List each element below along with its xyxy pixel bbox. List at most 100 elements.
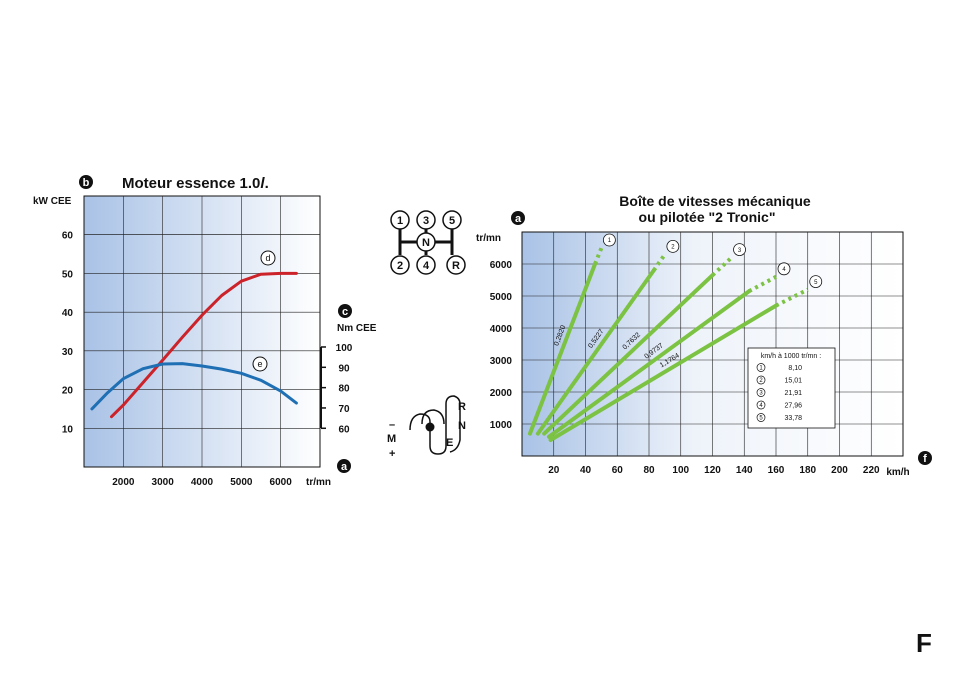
tronic-m: M — [387, 433, 396, 445]
engine-x-tick: 5000 — [230, 477, 253, 488]
legend-gear-1-icon — [756, 363, 766, 372]
legend-gear-2: 2 — [759, 378, 763, 384]
engine-x-tick: 6000 — [270, 477, 293, 488]
gear-line-5 — [548, 303, 778, 442]
gearbox-x-tick: 120 — [704, 465, 721, 476]
page-letter: F — [916, 628, 932, 658]
shift-4: 4 — [423, 260, 430, 272]
engine-right-tick: 70 — [338, 404, 350, 415]
legend-gear-1: 1 — [759, 366, 763, 372]
legend-gear-3: 3 — [759, 391, 763, 397]
engine-series: de — [90, 250, 298, 419]
gear-3-label: 3 — [738, 248, 742, 254]
engine-y-tick: 30 — [62, 347, 74, 358]
tronic-r: R — [458, 401, 466, 413]
badge-a-icon: a — [337, 459, 351, 473]
shift-3: 3 — [423, 215, 429, 227]
gear-line-4 — [546, 289, 752, 439]
gearbox-y-tick: 6000 — [490, 260, 513, 271]
shift-5: 5 — [449, 215, 455, 227]
gearbox-legend: km/h à 1000 tr/mn : 1 8,10 2 15,01 3 21,91 4 27… — [747, 347, 836, 429]
gear-line-dash-3 — [711, 256, 733, 277]
gear-3-icon — [733, 243, 746, 257]
gearbox-x-tick: 140 — [736, 465, 753, 476]
gear-line-dash-1 — [593, 247, 604, 265]
engine-x-tick: 4000 — [191, 477, 214, 488]
series-label-d: d — [265, 253, 270, 263]
legend-title: km/h à 1000 tr/mn : — [761, 353, 821, 360]
tronic-minus: – — [389, 419, 395, 431]
legend-gear-3-icon — [756, 388, 766, 397]
gear-line-dash-2 — [652, 253, 667, 272]
gearbox-y-tick: 5000 — [490, 292, 513, 303]
series-label-e: e — [257, 359, 262, 369]
engine-xlabel: tr/mn — [306, 477, 331, 488]
shift-2: 2 — [397, 260, 403, 272]
gear-1-label: 1 — [608, 238, 612, 244]
legend-value-2: 15,01 — [784, 378, 802, 385]
gearbox-x-tick: 20 — [548, 465, 560, 476]
gearbox-y-tick: 3000 — [490, 356, 513, 367]
gearbox-xlabel: km/h — [886, 467, 909, 478]
badge-f-icon: f — [918, 451, 932, 465]
shift-r: R — [452, 260, 460, 272]
gearbox-x-tick: 100 — [672, 465, 689, 476]
engine-ylabel-right: Nm CEE — [337, 323, 377, 334]
engine-x-tick: 2000 — [112, 477, 135, 488]
badge-b-icon: b — [79, 175, 93, 189]
legend-value-3: 21,91 — [784, 390, 802, 397]
legend-gear-2-icon — [756, 375, 766, 385]
gear-line-2 — [535, 268, 656, 436]
gearbox-x-tick: 60 — [612, 465, 624, 476]
badge-c-icon: c — [338, 304, 352, 318]
engine-chart: Moteur essence 1.0l. 2000 3000 4000 5000 600… — [33, 175, 377, 488]
gear-5-icon — [809, 275, 823, 289]
gear-4-icon — [777, 262, 791, 276]
engine-right-tick: 80 — [338, 384, 350, 395]
legend-gear-4-icon — [756, 400, 766, 410]
tronic-plus: + — [389, 448, 395, 460]
gearbox-chart: Boîte de vitesses mécanique ou pilotée "… — [476, 193, 932, 478]
tronic-n: N — [458, 420, 466, 432]
gearbox-tick-labels: 20 40 60 80 100 120 140 160 180 200 220 1000 2000 300… — [490, 260, 880, 476]
gearbox-y-tick: 2000 — [490, 388, 513, 399]
engine-right-tick: 60 — [338, 424, 350, 435]
engine-y-tick: 10 — [62, 424, 74, 435]
shift-n: N — [422, 237, 430, 249]
shift-pattern-icon: 1 3 5 N 2 4 R — [390, 210, 466, 275]
legend-gear-4: 4 — [759, 403, 763, 409]
gearbox-x-tick: 40 — [580, 465, 592, 476]
gear-4-label: 4 — [782, 267, 786, 273]
gear-2-label: 2 — [671, 245, 675, 251]
gearbox-title-line2: ou pilotée "2 Tronic" — [639, 209, 776, 225]
engine-y-tick: 50 — [62, 269, 74, 280]
gear-1-icon — [602, 233, 616, 247]
badge-a2-icon: a — [511, 211, 525, 225]
gearbox-ylabel: tr/mn — [476, 233, 501, 244]
legend-value-5: 33,78 — [784, 415, 802, 422]
badge-f-label: f — [923, 453, 927, 465]
badge-a-label: a — [341, 461, 348, 473]
engine-chart-title: Moteur essence 1.0l. — [122, 175, 269, 192]
badge-c-label: c — [342, 306, 348, 318]
badge-b-label: b — [83, 177, 90, 189]
tronic-e: E — [446, 437, 453, 449]
engine-x-tick: 3000 — [152, 477, 175, 488]
gearbox-title-line1: Boîte de vitesses mécanique — [619, 193, 811, 209]
badge-a2-label: a — [515, 213, 522, 225]
engine-y-tick: 60 — [62, 231, 74, 242]
tronic-lever-icon: R N E – M + — [387, 395, 466, 460]
gearbox-x-tick: 220 — [863, 465, 880, 476]
gearbox-x-tick: 200 — [831, 465, 848, 476]
shift-1: 1 — [397, 215, 403, 227]
gearbox-x-tick: 80 — [643, 465, 655, 476]
gear-line-dash-5 — [775, 287, 809, 308]
legend-value-4: 27,96 — [784, 403, 802, 410]
gear-line-1 — [527, 262, 598, 436]
gear-line-dash-4 — [748, 275, 777, 293]
gearbox-y-tick: 1000 — [490, 420, 513, 431]
legend-gear-5: 5 — [759, 416, 763, 422]
legend-value-1: 8,10 — [788, 365, 802, 372]
